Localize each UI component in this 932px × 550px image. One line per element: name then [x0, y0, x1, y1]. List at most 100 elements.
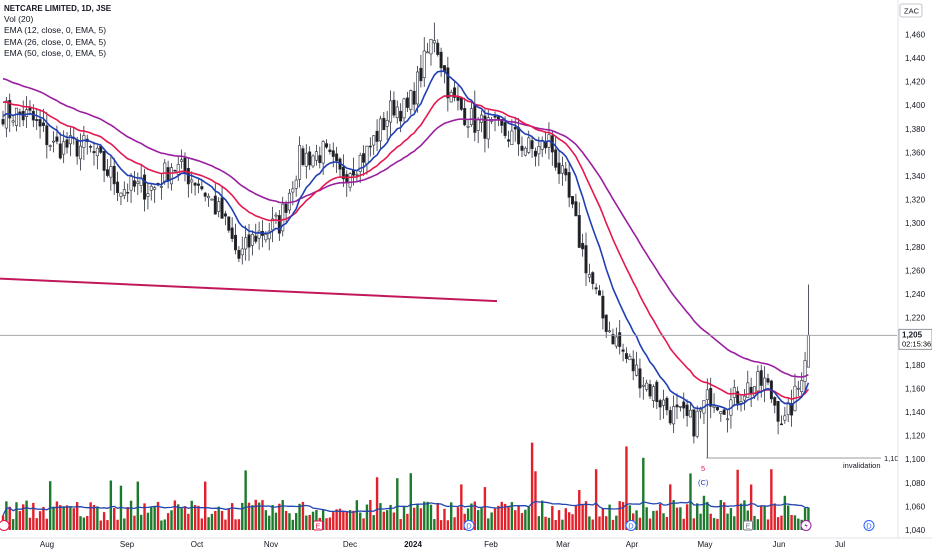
candle [739, 394, 743, 412]
earnings-badge-box [313, 520, 323, 531]
volume-bar [342, 511, 345, 530]
y-tick-label: 1,060 [905, 502, 926, 511]
ema-layer [2, 70, 810, 411]
volume-bar [473, 501, 476, 530]
candle-body [446, 67, 450, 99]
candle [405, 91, 409, 113]
candle-body [274, 214, 278, 217]
volume-bar [487, 518, 490, 530]
volume-bar [335, 509, 338, 530]
candle-body [638, 368, 642, 389]
candle [439, 47, 443, 77]
event-badge-d[interactable]: D [863, 520, 875, 531]
candle-body [416, 71, 420, 105]
ema12-line [2, 70, 810, 411]
event-badge-d[interactable]: D [463, 520, 475, 531]
candle [196, 177, 200, 194]
currency-badge[interactable]: ZAC [899, 3, 923, 18]
candle-body [560, 165, 564, 174]
ema50-line [2, 77, 809, 378]
candle [506, 130, 510, 148]
candle [463, 97, 467, 127]
candle-body [196, 183, 200, 186]
y-tick-label: 1,180 [905, 361, 926, 370]
volume-bar [450, 502, 453, 530]
candle-body [796, 387, 800, 390]
candle [675, 393, 679, 420]
candle [530, 135, 534, 158]
volume-bar [766, 519, 770, 530]
candle [1, 110, 5, 127]
candle [806, 284, 810, 368]
volume-bar [200, 518, 204, 530]
volume-bar [608, 504, 611, 530]
candle [186, 157, 190, 198]
candle-body [207, 195, 211, 199]
volume-bar [75, 502, 79, 530]
volume-bar [35, 518, 38, 530]
candle-body [11, 120, 15, 123]
volume-bar [584, 501, 588, 530]
volume-bar [82, 517, 86, 530]
legend-volume[interactable]: Vol (20) [4, 14, 34, 25]
candle-body [584, 245, 588, 274]
volume-bar [507, 506, 510, 530]
event-badge-e[interactable]: E [313, 520, 323, 531]
candle-body [635, 364, 639, 376]
event-badge-d[interactable]: D [625, 520, 637, 531]
volume-bar [557, 510, 561, 530]
volume-bar [736, 469, 739, 530]
candle [136, 172, 140, 195]
currency-badge-box [899, 3, 923, 18]
candle-body [800, 380, 804, 393]
legend-ema50[interactable]: EMA (50, close, 0, EMA, 5) [4, 47, 107, 58]
candle [715, 406, 719, 412]
time-axis-bg [0, 538, 932, 550]
candle-body [14, 107, 18, 126]
candle-body [631, 358, 635, 372]
candle-body [523, 147, 527, 156]
candle [301, 145, 305, 167]
volume-bar [635, 510, 638, 530]
candle [554, 136, 558, 171]
volume-bar [675, 507, 679, 530]
invalidation-price-label: 1,101 [884, 454, 903, 463]
alert-icon[interactable] [0, 520, 10, 531]
legend-ema26[interactable]: EMA (26, close, 0, EMA, 5) [4, 36, 107, 47]
candle [766, 373, 770, 386]
volume-bar [230, 503, 234, 530]
candle-body [436, 42, 440, 55]
volume-bar [143, 503, 146, 530]
volume-bar [69, 507, 72, 530]
candle [453, 80, 457, 102]
event-badge-e[interactable]: E [743, 520, 753, 531]
trendline[interactable] [0, 277, 498, 303]
symbol-title[interactable]: NETCARE LIMITED, 1D, JSE [4, 4, 112, 13]
volume-bar [756, 519, 760, 530]
candle [217, 197, 221, 218]
candle [389, 90, 393, 136]
candle-body [429, 39, 433, 55]
legend-ema12[interactable]: EMA (12, close, 0, EMA, 5) [4, 25, 107, 36]
volume-bar [261, 500, 264, 530]
y-tick-label: 1,260 [905, 266, 926, 275]
candle-body [776, 400, 780, 422]
volume-bar [365, 504, 369, 530]
candle [21, 100, 25, 127]
volume-bar [271, 504, 274, 530]
candle [311, 154, 315, 169]
candle-body [267, 230, 271, 240]
candles-layer [1, 22, 810, 459]
candle [688, 402, 692, 418]
candle [385, 111, 389, 141]
candle-body [453, 87, 457, 98]
candle [173, 169, 177, 172]
candle-body [486, 117, 490, 140]
volume-bar [534, 471, 537, 530]
candle-body [426, 51, 430, 54]
volume-bar [797, 518, 800, 530]
candle [793, 373, 797, 412]
candle [422, 37, 426, 87]
